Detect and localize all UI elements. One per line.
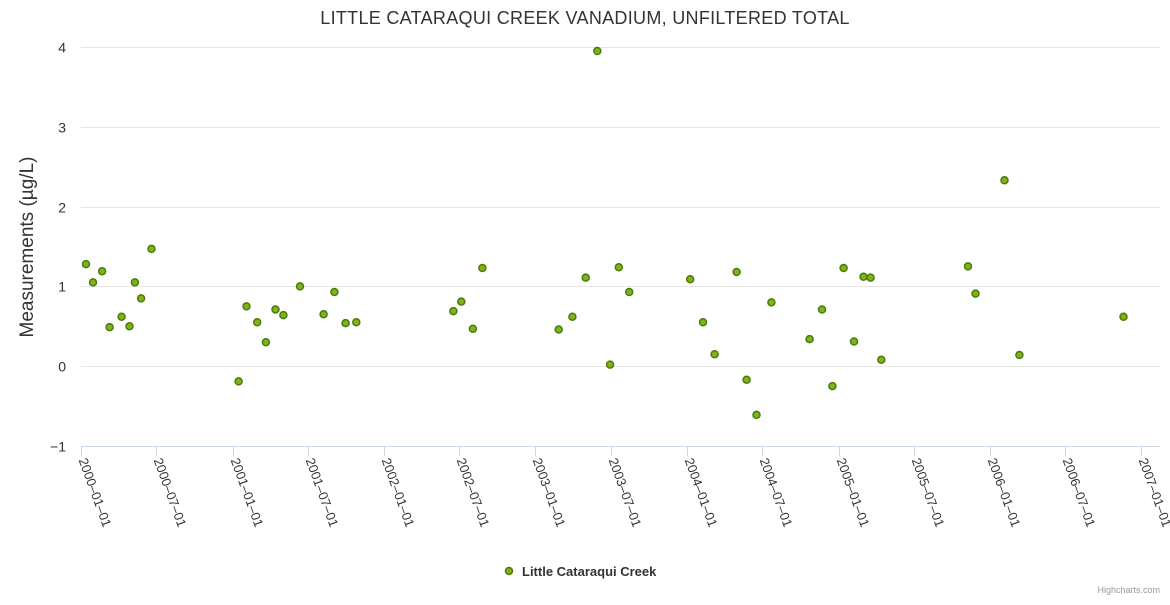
data-point[interactable] <box>125 322 134 331</box>
data-point[interactable] <box>710 349 719 359</box>
data-point[interactable] <box>805 334 814 344</box>
data-point[interactable] <box>105 322 114 332</box>
data-point[interactable] <box>828 381 837 391</box>
legend[interactable]: Little Cataraqui Creek <box>504 564 658 579</box>
data-point[interactable] <box>130 278 140 287</box>
data-point[interactable] <box>468 324 478 333</box>
data-point[interactable] <box>457 297 466 306</box>
data-point[interactable] <box>849 337 859 346</box>
series-little-cataraqui-creek <box>81 46 1128 420</box>
data-point[interactable] <box>752 410 761 420</box>
data-point[interactable] <box>341 318 350 328</box>
legend-marker[interactable] <box>504 566 514 576</box>
y-tick-label: 2 <box>58 200 66 216</box>
data-point[interactable] <box>859 272 868 282</box>
data-point[interactable] <box>319 310 328 319</box>
data-point[interactable] <box>685 274 695 284</box>
chart-title: LITTLE CATARAQUI CREEK VANADIUM, UNFILTE… <box>320 8 849 28</box>
data-point[interactable] <box>295 282 305 291</box>
data-point[interactable] <box>261 338 271 347</box>
data-point[interactable] <box>117 312 126 321</box>
data-point[interactable] <box>698 318 708 327</box>
data-point[interactable] <box>81 259 91 269</box>
data-point[interactable] <box>1000 176 1009 185</box>
data-point[interactable] <box>877 355 886 365</box>
data-point[interactable] <box>767 298 776 307</box>
data-point[interactable] <box>866 273 875 282</box>
data-point[interactable] <box>330 287 339 297</box>
data-point[interactable] <box>614 262 624 272</box>
y-axis: −1 0 1 2 3 4 <box>50 40 66 455</box>
y-tick-label: 0 <box>58 359 66 375</box>
data-point[interactable] <box>97 266 107 276</box>
data-point[interactable] <box>581 273 590 282</box>
data-point[interactable] <box>279 310 288 320</box>
credits-link[interactable]: Highcharts.com <box>1097 585 1160 595</box>
data-point[interactable] <box>234 377 243 386</box>
data-point[interactable] <box>1119 312 1128 321</box>
data-point[interactable] <box>554 325 563 334</box>
data-point[interactable] <box>742 375 751 385</box>
data-point[interactable] <box>624 287 634 297</box>
data-point[interactable] <box>478 263 487 273</box>
data-point[interactable] <box>1015 350 1024 360</box>
data-point[interactable] <box>242 302 251 311</box>
data-point[interactable] <box>732 267 741 277</box>
data-point[interactable] <box>963 262 973 271</box>
data-point[interactable] <box>352 318 361 327</box>
data-point[interactable] <box>568 312 577 321</box>
data-point[interactable] <box>971 289 980 298</box>
data-point[interactable] <box>605 360 615 369</box>
data-point[interactable] <box>271 305 280 314</box>
data-point[interactable] <box>839 263 848 273</box>
data-point[interactable] <box>449 306 458 316</box>
y-axis-title: Measurements (µg/L) <box>17 157 38 338</box>
data-point[interactable] <box>252 318 262 327</box>
data-point[interactable] <box>88 278 98 287</box>
data-point[interactable] <box>817 305 827 314</box>
data-point[interactable] <box>136 294 146 303</box>
data-point[interactable] <box>593 46 602 56</box>
y-tick-label: 1 <box>58 279 66 295</box>
y-tick-label: 3 <box>58 120 66 136</box>
grid-lines <box>81 47 1160 367</box>
data-point[interactable] <box>147 244 156 254</box>
legend-item-little-cataraqui-creek[interactable]: Little Cataraqui Creek <box>522 564 657 579</box>
y-tick-label: −1 <box>50 439 66 455</box>
y-tick-label: 4 <box>58 40 66 56</box>
